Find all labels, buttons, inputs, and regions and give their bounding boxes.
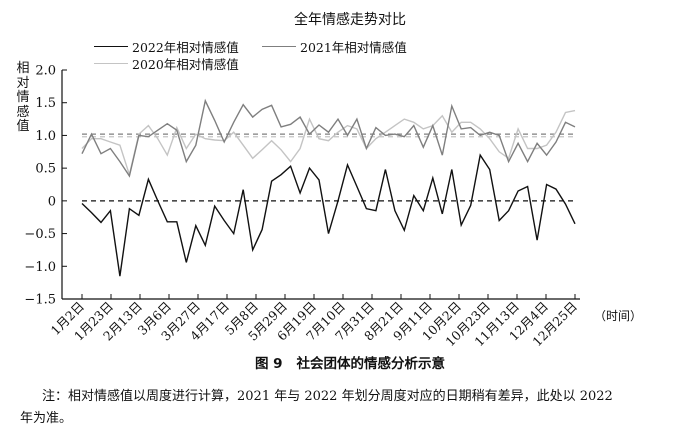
figure-caption-text: 社会团体的情感分析示意 — [296, 356, 446, 372]
series-line-2022 — [81, 153, 576, 277]
y-tick-label: −1.0 — [24, 260, 56, 275]
figure-caption: 图 9 社会团体的情感分析示意 — [0, 352, 700, 372]
legend-item-2022: 2022年相对情感值 — [94, 37, 239, 56]
y-tick-label: 1.5 — [35, 96, 56, 111]
legend-label-2021: 2021年相对情感值 — [300, 40, 407, 55]
y-tick-label: −0.5 — [24, 227, 56, 242]
legend-label-2022: 2022年相对情感值 — [132, 40, 239, 55]
y-tick-label: 0 — [48, 194, 56, 209]
y-axis-label: 相对情感值 — [16, 61, 30, 134]
chart-title: 全年情感走势对比 — [294, 12, 406, 28]
legend-swatch-2022 — [94, 46, 128, 47]
y-tick-label: 2.0 — [35, 64, 56, 79]
figure-number: 图 9 — [254, 356, 283, 372]
sentiment-line-chart: 2.01.51.00.50−0.5−1.0−1.51月2日1月23日2月13日3… — [24, 64, 580, 350]
legend-item-2020: 2020年相对情感值 — [94, 54, 239, 73]
legend-item-2021: 2021年相对情感值 — [262, 37, 407, 56]
legend-swatch-2020 — [94, 63, 128, 64]
y-tick-label: −1.5 — [24, 293, 56, 308]
series-line-2021 — [81, 98, 576, 178]
legend-swatch-2021 — [262, 46, 296, 47]
y-tick-label: 0.5 — [35, 162, 56, 177]
x-axis-unit: （时间） — [594, 309, 643, 323]
series-line-2020 — [81, 109, 576, 178]
figure-note: 注：相对情感值以周度进行计算，2021 年与 2022 年划分周度对应的日期稍有… — [20, 389, 613, 426]
y-tick-label: 1.0 — [35, 129, 56, 144]
legend-label-2020: 2020年相对情感值 — [132, 57, 239, 72]
